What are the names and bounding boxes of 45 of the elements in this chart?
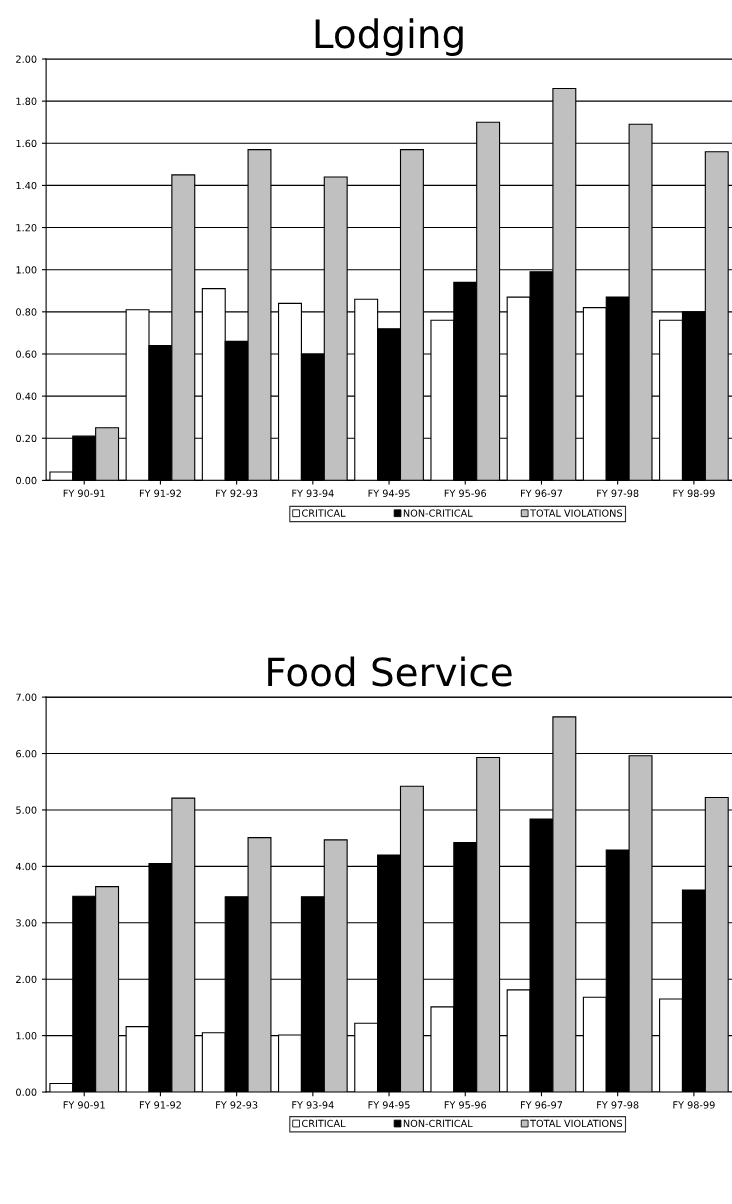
legend-label: CRITICAL xyxy=(302,1119,346,1128)
x-tick-label: FY 93-94 xyxy=(292,1101,334,1109)
y-tick-label: 1.80 xyxy=(16,97,37,105)
x-tick-label: FY 92-93 xyxy=(216,489,258,497)
chart-title: Food Service xyxy=(268,656,512,687)
legend-label: TOTAL VIOLATIONS xyxy=(530,1119,623,1128)
x-tick-label: FY 90-91 xyxy=(63,1101,105,1109)
x-tick-label: FY 94-95 xyxy=(368,489,410,497)
legend-label: CRITICAL xyxy=(302,509,346,517)
y-tick-label: 0.00 xyxy=(16,1088,37,1096)
x-tick-label: FY 97-98 xyxy=(597,1101,639,1109)
y-tick-label: 1.20 xyxy=(16,224,37,232)
y-tick-label: 0.60 xyxy=(16,350,37,358)
y-tick-label: 5.00 xyxy=(16,806,37,814)
x-tick-label: FY 96-97 xyxy=(521,489,563,497)
y-tick-label: 0.40 xyxy=(16,392,37,400)
y-tick-label: 7.00 xyxy=(16,693,37,701)
y-tick-label: 0.00 xyxy=(16,476,37,485)
legend-label: NON-CRITICAL xyxy=(403,1119,473,1128)
y-tick-label: 1.00 xyxy=(16,1032,37,1040)
x-tick-label: FY 98-99 xyxy=(673,1101,715,1109)
legend-label: TOTAL VIOLATIONS xyxy=(530,509,623,517)
x-tick-label: FY 91-92 xyxy=(139,489,181,497)
x-tick-label: FY 93-94 xyxy=(292,489,334,497)
y-tick-label: 1.40 xyxy=(16,181,37,190)
y-tick-label: 0.20 xyxy=(16,434,37,443)
chart-title: Lodging xyxy=(315,18,463,56)
x-tick-label: FY 95-96 xyxy=(444,1101,487,1109)
y-tick-label: 4.00 xyxy=(15,862,37,871)
y-tick-label: 6.00 xyxy=(16,750,37,758)
x-tick-label: FY 95-96 xyxy=(444,489,487,497)
x-tick-label: FY 91-92 xyxy=(139,1101,181,1109)
x-tick-label: FY 97-98 xyxy=(597,489,639,497)
y-tick-label: 0.80 xyxy=(16,308,37,316)
y-tick-label: 1.60 xyxy=(16,139,37,148)
y-tick-label: 2.00 xyxy=(16,975,37,984)
x-tick-label: FY 90-91 xyxy=(63,489,105,497)
y-tick-label: 3.00 xyxy=(16,919,37,927)
x-tick-label: FY 94-95 xyxy=(368,1101,410,1109)
x-tick-label: FY 96-97 xyxy=(521,1101,563,1109)
x-tick-label: FY 98-99 xyxy=(673,489,715,497)
x-tick-label: FY 92-93 xyxy=(216,1101,258,1109)
y-tick-label: 2.00 xyxy=(16,55,37,63)
legend-label: NON-CRITICAL xyxy=(403,509,473,517)
y-tick-label: 1.00 xyxy=(16,266,37,274)
